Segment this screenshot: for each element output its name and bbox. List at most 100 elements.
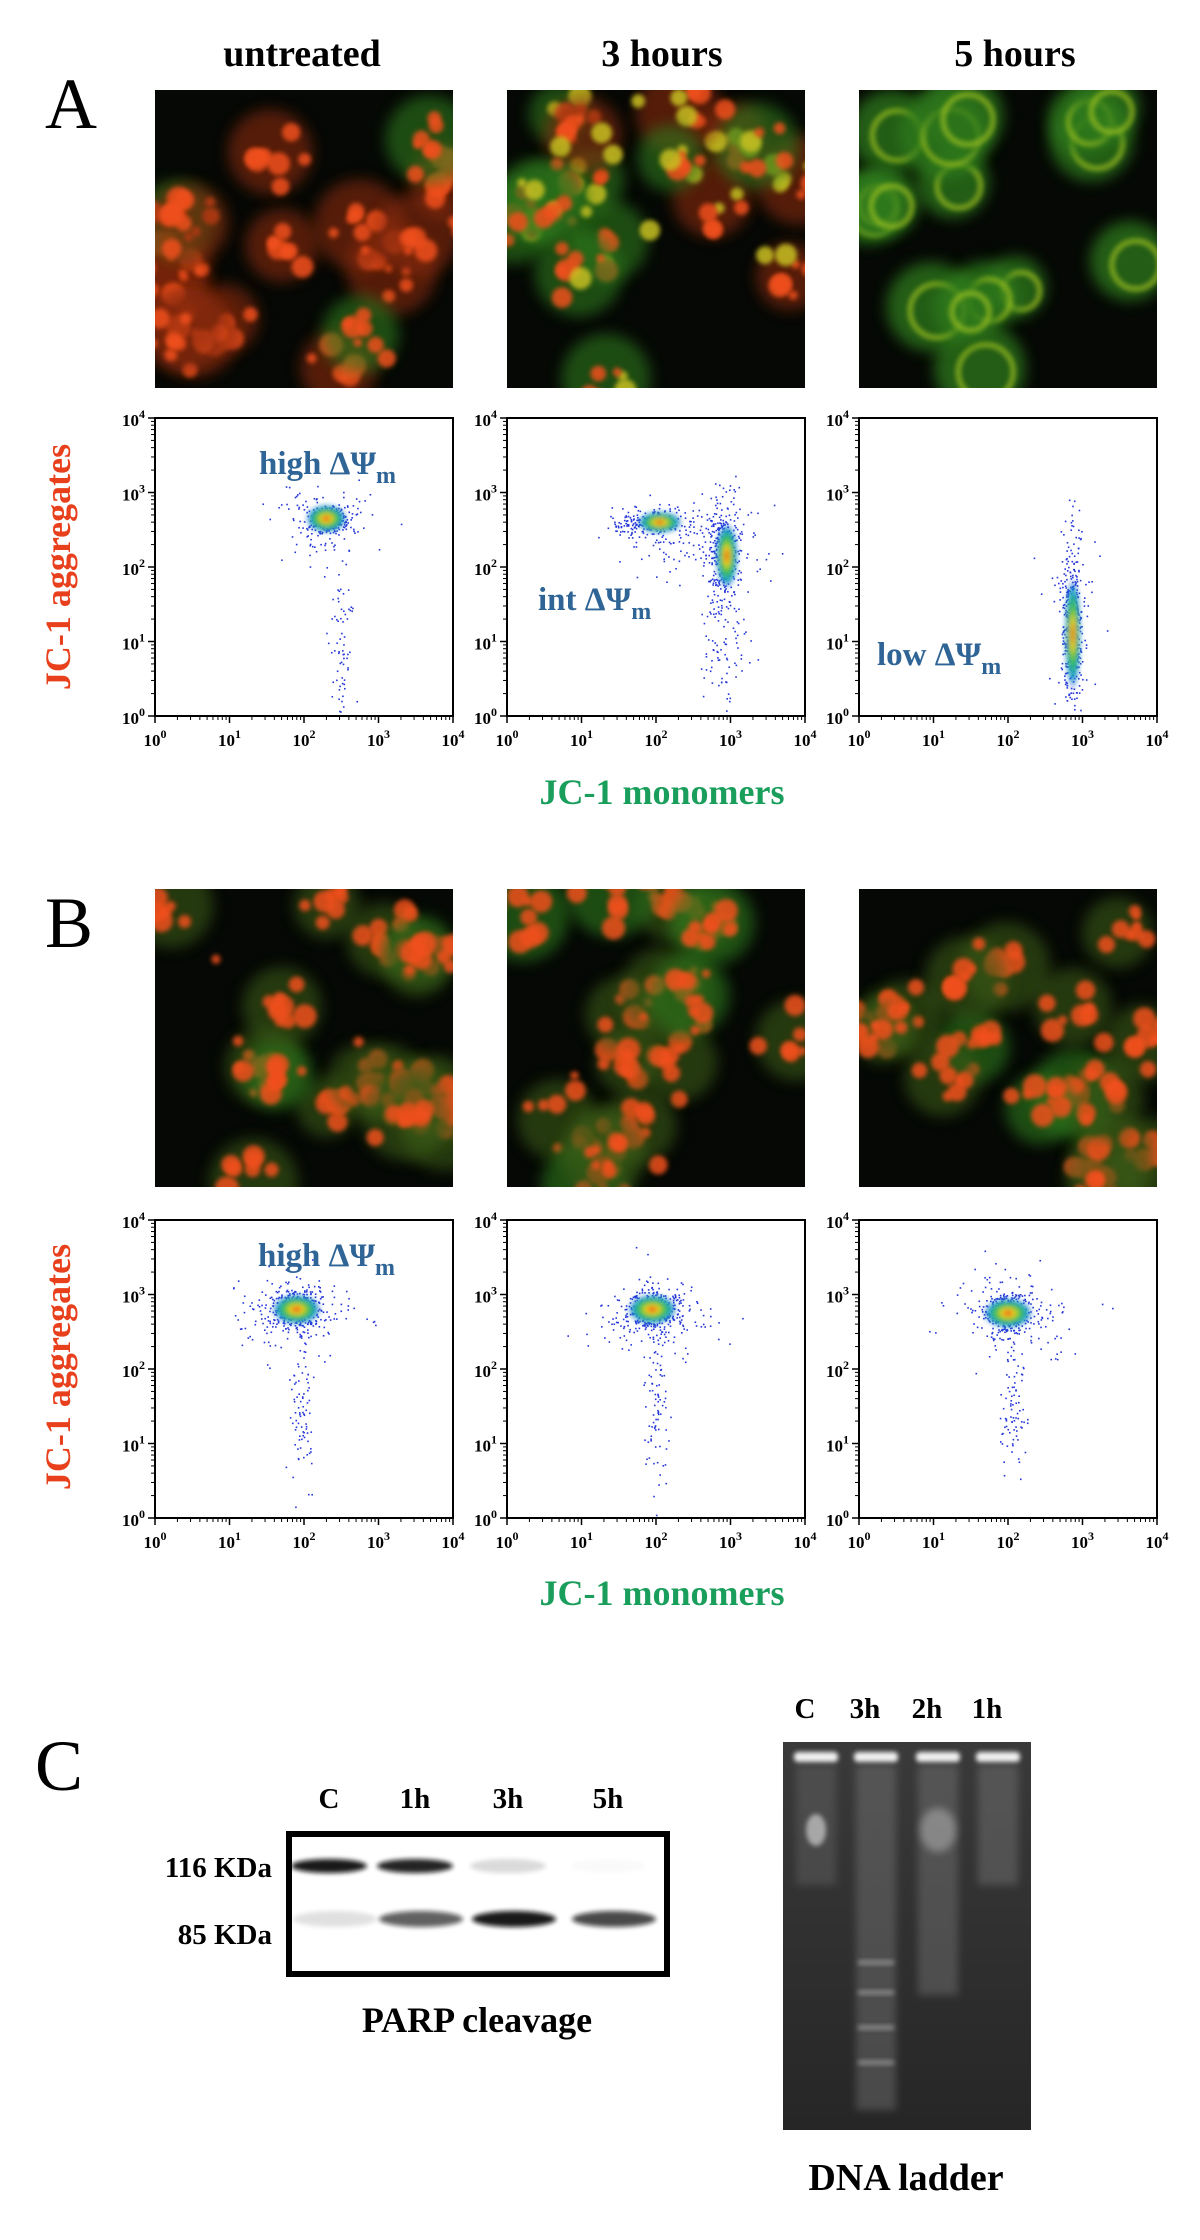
- tick-exponent: 2: [843, 556, 849, 570]
- spot: [274, 1015, 286, 1027]
- spot: [596, 254, 605, 263]
- event-dot: [738, 608, 740, 611]
- micrograph: [859, 889, 1157, 1187]
- tick-label: 100: [144, 1529, 167, 1552]
- event-dot: [296, 1396, 298, 1398]
- event-dot: [1086, 615, 1089, 618]
- event-dot: [652, 1288, 654, 1291]
- event-dot: [715, 583, 718, 586]
- event-dot: [273, 1299, 276, 1302]
- event-dot: [623, 1335, 626, 1337]
- event-dot: [631, 531, 633, 534]
- event-dot: [705, 653, 708, 655]
- event-dot: [627, 511, 630, 514]
- event-dot: [658, 1484, 660, 1486]
- event-dot: [308, 1387, 310, 1389]
- event-dot: [709, 541, 712, 543]
- event-dot: [1017, 1297, 1020, 1300]
- tick-base: 10: [122, 1511, 139, 1530]
- event-dot: [734, 524, 736, 527]
- tick-exponent: 4: [459, 727, 465, 741]
- event-dot: [302, 1431, 305, 1433]
- event-dot: [269, 1307, 272, 1310]
- event-dot: [732, 503, 735, 506]
- tick-base: 10: [442, 1533, 459, 1552]
- event-dot: [1088, 581, 1090, 584]
- event-dot: [625, 515, 627, 517]
- event-dot: [656, 1334, 658, 1337]
- event-dot: [616, 530, 618, 533]
- event-dot: [1064, 672, 1067, 675]
- event-dot: [614, 521, 616, 524]
- spot: [955, 1075, 964, 1085]
- event-dot: [661, 1331, 663, 1333]
- event-dot: [651, 1389, 654, 1392]
- spot: [775, 151, 794, 170]
- event-dot: [307, 1284, 310, 1286]
- tick-exponent: 0: [513, 727, 519, 741]
- tick-exponent: 3: [1088, 727, 1094, 741]
- event-dot: [689, 524, 692, 526]
- density-core: [982, 1297, 1034, 1329]
- event-dot: [1074, 1353, 1077, 1355]
- event-dot: [308, 1452, 311, 1455]
- event-dot: [295, 1276, 298, 1278]
- event-dot: [1066, 542, 1069, 544]
- event-dot: [611, 1323, 613, 1326]
- event-dot: [995, 1349, 997, 1351]
- cell: [933, 276, 996, 339]
- event-dot: [650, 1325, 653, 1328]
- event-dot: [623, 1325, 626, 1328]
- event-dot: [714, 559, 716, 562]
- event-dot: [734, 630, 736, 633]
- event-dot: [306, 1454, 309, 1456]
- spot: [659, 148, 682, 171]
- event-dot: [1072, 574, 1074, 577]
- event-dot: [692, 544, 695, 547]
- event-dot: [1028, 1327, 1031, 1330]
- event-dot: [713, 613, 715, 616]
- spot: [292, 1004, 317, 1029]
- event-dot: [627, 1324, 629, 1327]
- event-dot: [315, 1322, 318, 1325]
- event-dot: [710, 519, 712, 522]
- band-85: [293, 1911, 377, 1927]
- event-dot: [308, 1286, 310, 1289]
- spot: [565, 1080, 586, 1101]
- tick-label: 102: [474, 556, 497, 579]
- event-dot: [299, 492, 301, 495]
- event-dot: [303, 521, 306, 523]
- event-dot: [1010, 1346, 1013, 1349]
- event-dot: [635, 546, 638, 548]
- marker-label: 85 KDa: [178, 1919, 273, 1951]
- event-dot: [292, 519, 295, 522]
- event-dot: [1013, 1375, 1016, 1378]
- event-dot: [1020, 1421, 1023, 1423]
- event-dot: [652, 1414, 655, 1416]
- tick-exponent: 3: [384, 727, 390, 741]
- event-dot: [678, 509, 680, 512]
- event-dot: [645, 1280, 648, 1283]
- event-dot: [309, 1322, 312, 1324]
- event-dot: [679, 584, 681, 587]
- spot: [271, 177, 290, 196]
- event-dot: [740, 531, 743, 533]
- spot: [598, 869, 617, 888]
- event-dot: [297, 1365, 300, 1368]
- event-dot: [607, 527, 610, 530]
- spot: [912, 1015, 924, 1028]
- event-dot: [296, 1331, 299, 1334]
- event-dot: [698, 548, 701, 550]
- event-dot: [1012, 1359, 1015, 1361]
- event-dot: [1009, 1405, 1012, 1407]
- event-dot: [1068, 566, 1070, 569]
- event-dot: [657, 1428, 660, 1431]
- event-dot: [650, 1329, 653, 1332]
- spot: [1137, 930, 1156, 948]
- tick-exponent: 3: [736, 727, 742, 741]
- event-dot: [1006, 1329, 1009, 1332]
- event-dot: [608, 1321, 610, 1323]
- event-dot: [346, 524, 348, 526]
- event-dot: [725, 681, 727, 683]
- event-dot: [648, 1292, 650, 1294]
